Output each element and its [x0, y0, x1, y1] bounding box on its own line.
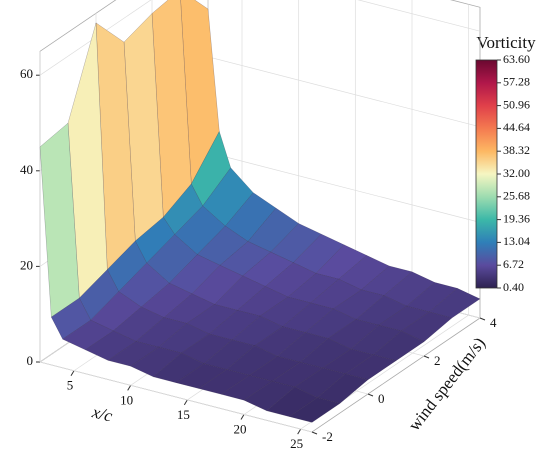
- y-tick: [423, 355, 430, 359]
- x-tick-label: 20: [234, 421, 247, 436]
- y-tick-label: 4: [490, 315, 497, 330]
- colorbar-tick-label: 0.40: [503, 280, 524, 294]
- x-tick: [70, 370, 75, 377]
- x-tick: [127, 385, 132, 391]
- surface: [39, 0, 481, 423]
- x-tick: [183, 399, 188, 406]
- z-tick-label: 20: [20, 257, 33, 272]
- colorbar-tick-label: 44.64: [503, 120, 530, 134]
- x-tick-label: 15: [177, 407, 190, 422]
- z-grid-line: [357, 0, 481, 32]
- x-tick-label: 10: [120, 392, 133, 407]
- colorbar-tick-label: 63.60: [503, 52, 530, 66]
- y-grid-line: [39, 361, 313, 433]
- y-tick-label: 0: [378, 391, 385, 406]
- z-tick-label: 40: [20, 162, 33, 177]
- z-grid-line: [39, 0, 152, 76]
- surface-patch: [288, 397, 341, 423]
- colorbar-title: Vorticity: [476, 33, 536, 52]
- y-axis-title: wind speed(m/s): [405, 334, 489, 435]
- colorbar-tick-label: 38.32: [503, 143, 530, 157]
- z-grid-line: [207, 152, 481, 223]
- colorbar: [475, 59, 498, 289]
- surface-patch: [400, 311, 453, 342]
- x-tick-label: 25: [290, 436, 303, 451]
- z-tick-label: 0: [27, 353, 34, 368]
- x-tick: [240, 414, 245, 420]
- colorbar-tick-label: 19.36: [503, 211, 530, 225]
- x-tick-label: 5: [67, 378, 74, 393]
- y-tick: [311, 431, 318, 435]
- colorbar-tick-label: 50.96: [503, 97, 530, 111]
- z-grid-line: [207, 56, 481, 128]
- surface-patch: [428, 288, 481, 319]
- z-tick-label: 60: [20, 66, 33, 81]
- colorbar-tick-label: 13.04: [503, 234, 530, 248]
- colorbar-tick-label: 57.28: [503, 75, 530, 89]
- x-axis-title: x/c: [89, 402, 114, 426]
- x-tick: [297, 428, 302, 435]
- y-tick-label: 2: [434, 353, 441, 368]
- colorbar-tick-label: 25.68: [503, 189, 530, 203]
- y-tick: [367, 393, 374, 397]
- y-tick-label: -2: [322, 429, 333, 444]
- y-tick: [479, 317, 486, 321]
- colorbar-tick-label: 32.00: [503, 166, 530, 180]
- colorbar-tick-label: 6.72: [503, 257, 524, 271]
